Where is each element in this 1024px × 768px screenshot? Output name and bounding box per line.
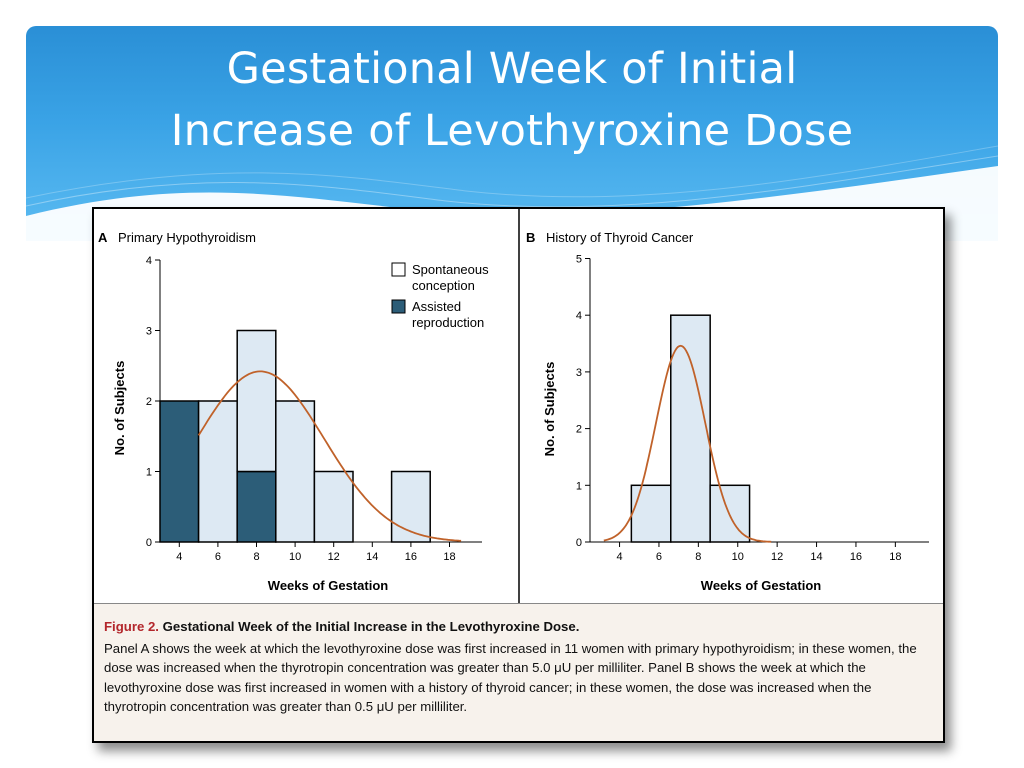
legend-label-spontaneous-2: conception (412, 278, 475, 293)
panel-a-legend: Spontaneous conception Assisted reproduc… (391, 262, 489, 330)
panel-b-y-tick-label: 1 (576, 480, 582, 492)
slide-title: Gestational Week of Initial Increase of … (26, 38, 998, 162)
caption-figure-label: Figure 2. (104, 619, 159, 634)
caption-body: Panel A shows the week at which the levo… (104, 640, 917, 715)
panel-a-bar-spontaneous-5 (390, 470, 431, 543)
panel-a-x-tick-label: 10 (289, 551, 301, 563)
panel-b-x-axis-label: Weeks of Gestation (701, 578, 821, 593)
panel-b-y-tick-label: 5 (576, 254, 582, 266)
panel-a-x-tick-label: 8 (253, 551, 259, 563)
panel-b-letter: B (526, 230, 535, 245)
panel-a-x-tick-label: 14 (366, 551, 378, 563)
panel-b-y-tick-label: 3 (576, 367, 582, 379)
panel-b-x-tick-label: 10 (732, 551, 744, 563)
panel-a-title: Primary Hypothyroidism (118, 230, 256, 245)
legend-label-assisted-1: Assisted (412, 299, 461, 314)
panel-b-fit-curve (603, 344, 772, 543)
panel-b-x-tick-label: 4 (616, 551, 622, 563)
panel-a-y-axis-label: No. of Subjects (112, 361, 127, 456)
panel-a-bar-assisted-2 (236, 470, 277, 543)
panel-b-bar-spontaneous-1 (670, 314, 711, 543)
legend-swatch-spontaneous (391, 262, 406, 277)
panel-a-bar-assisted-0 (159, 400, 200, 543)
panel-a-bar-spontaneous-1 (197, 400, 238, 543)
panel-b-x-tick-label: 8 (695, 551, 701, 563)
panel-a-y-tick-label: 3 (146, 326, 152, 338)
panel-b-y-tick-label: 2 (576, 424, 582, 436)
panel-a-x-tick-label: 6 (215, 551, 221, 563)
panel-a-bars (159, 329, 431, 543)
panel-b-y-tick-label: 0 (576, 537, 582, 549)
panel-a-bar-spontaneous-3 (275, 400, 316, 543)
panel-b-bars (630, 314, 751, 543)
panel-a-x-axis-label: Weeks of Gestation (268, 578, 388, 593)
panel-b-title: History of Thyroid Cancer (546, 230, 694, 245)
panel-a-y-tick-label: 1 (146, 467, 152, 479)
panel-b-y-axis-label: No. of Subjects (542, 362, 557, 457)
panel-b-x-tick-label: 6 (656, 551, 662, 563)
panel-a-fit-curve (197, 370, 462, 542)
panel-b-x-tick-label: 14 (810, 551, 822, 563)
caption-title: Figure 2. Gestational Week of the Initia… (104, 617, 933, 637)
panel-a-x-tick-label: 4 (176, 551, 182, 563)
panel-b-bar-spontaneous-0 (630, 484, 672, 543)
panel-a-y-tick-label: 4 (146, 255, 152, 267)
panel-a-x-tick-label: 16 (405, 551, 417, 563)
panel-a-bar-spontaneous-2 (236, 329, 277, 473)
panel-a-y-tick-label: 2 (146, 396, 152, 408)
panel-a-bar-spontaneous-4 (313, 470, 354, 543)
panel-b-x-tick-label: 16 (850, 551, 862, 563)
panel-b-x-tick-label: 12 (771, 551, 783, 563)
panel-b-y-tick-label: 4 (576, 310, 582, 322)
figure-caption: Figure 2. Gestational Week of the Initia… (94, 603, 943, 741)
legend-swatch-assisted (391, 299, 406, 314)
legend-label-spontaneous-1: Spontaneous (412, 262, 489, 277)
slide-title-line-1: Gestational Week of Initial (226, 44, 798, 94)
panel-a-x-tick-label: 18 (443, 551, 455, 563)
panel-a-letter: A (98, 230, 108, 245)
figure-panel: A Primary Hypothyroidism 0 1 2 3 4 4 6 8 10 12 14 1… (92, 207, 945, 743)
slide-title-line-2: Increase of Levothyroxine Dose (170, 106, 854, 156)
panel-a-x-tick-label: 12 (328, 551, 340, 563)
panel-b-x-tick-label: 18 (889, 551, 901, 563)
caption-heading: Gestational Week of the Initial Increase… (162, 619, 580, 634)
legend-label-assisted-2: reproduction (412, 315, 484, 330)
panel-a-y-tick-label: 0 (146, 537, 152, 549)
